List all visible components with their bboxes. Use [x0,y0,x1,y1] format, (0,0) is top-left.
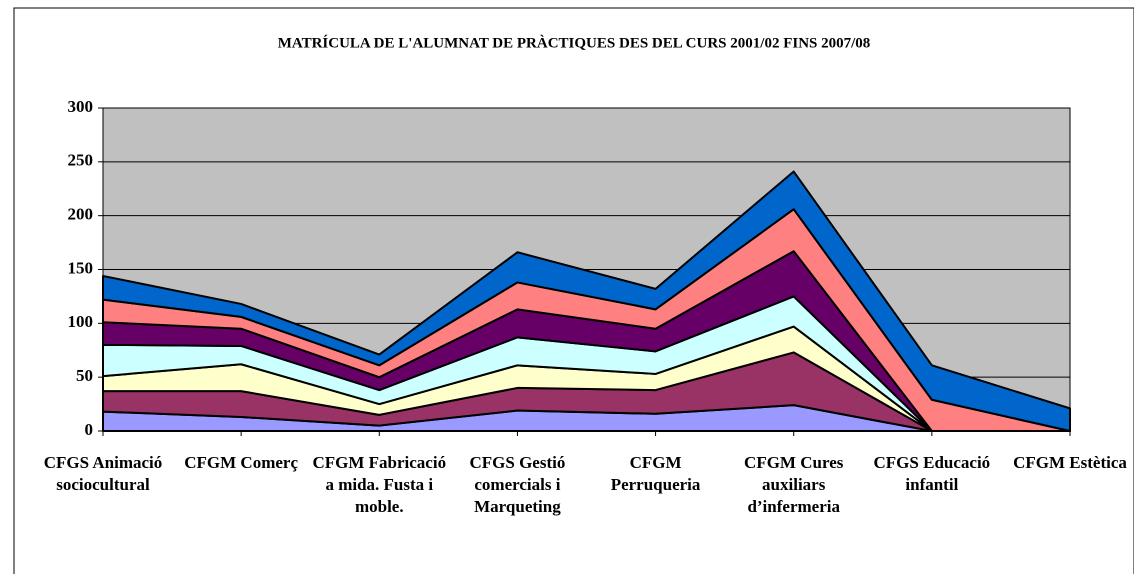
x-tick-label: CFGS Gestió comercials i Marqueting [469,453,566,516]
x-tick-label: CFGM Comerç [184,453,299,472]
y-tick-label: 300 [68,97,94,116]
y-tick-label: 0 [85,420,94,439]
x-tick-label: CFGM Fabricació a mida. Fusta i moble. [312,453,447,516]
x-tick-label: CFGS Educació infantil [873,453,991,494]
chart-title: MATRÍCULA DE L'ALUMNAT DE PRÀCTIQUES DES… [278,34,871,51]
x-tick-label: CFGM Estètica [1013,453,1127,472]
y-tick-label: 150 [68,258,94,277]
x-tick-label: CFGS Animació sociocultural [43,453,163,494]
y-tick-label: 50 [76,366,93,385]
y-tick-label: 200 [68,205,94,224]
x-tick-label: CFGM Perruqueria [610,453,701,494]
y-tick-label: 100 [68,312,94,331]
x-tick-label: CFGM Cures auxiliars d’infermeria [744,453,844,516]
y-tick-label: 250 [68,151,94,170]
